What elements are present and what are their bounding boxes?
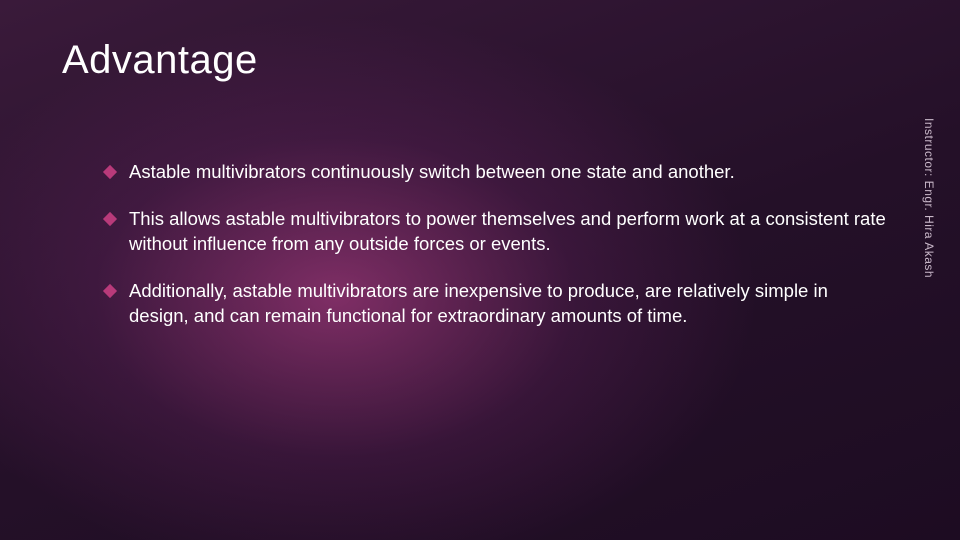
slide: Advantage Astable multivibrators continu… <box>0 0 960 540</box>
instructor-label: Instructor: Engr. Hira Akash <box>922 118 936 278</box>
list-item: Additionally, astable multivibrators are… <box>105 279 890 329</box>
bullet-text: Additionally, astable multivibrators are… <box>129 279 890 329</box>
slide-title: Advantage <box>62 38 258 83</box>
bullet-text: Astable multivibrators continuously swit… <box>129 160 890 185</box>
diamond-bullet-icon <box>103 165 117 179</box>
diamond-bullet-icon <box>103 284 117 298</box>
diamond-bullet-icon <box>103 212 117 226</box>
list-item: This allows astable multivibrators to po… <box>105 207 890 257</box>
slide-body: Astable multivibrators continuously swit… <box>105 160 890 351</box>
list-item: Astable multivibrators continuously swit… <box>105 160 890 185</box>
bullet-text: This allows astable multivibrators to po… <box>129 207 890 257</box>
